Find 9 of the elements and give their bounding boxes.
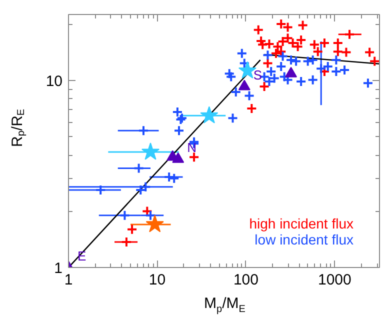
annotation: E — [78, 248, 86, 264]
text: high incident flux — [249, 216, 354, 232]
annotation: N — [187, 140, 197, 156]
text: low incident flux — [254, 232, 354, 248]
x-tick-label: 1000 — [318, 272, 352, 288]
x-tick-label: 100 — [233, 272, 258, 288]
x-tick-label: 10 — [148, 272, 166, 288]
annotation: S — [253, 68, 262, 83]
x-axis-title: M$_{p}$/M$_{E}$ — [204, 295, 246, 317]
